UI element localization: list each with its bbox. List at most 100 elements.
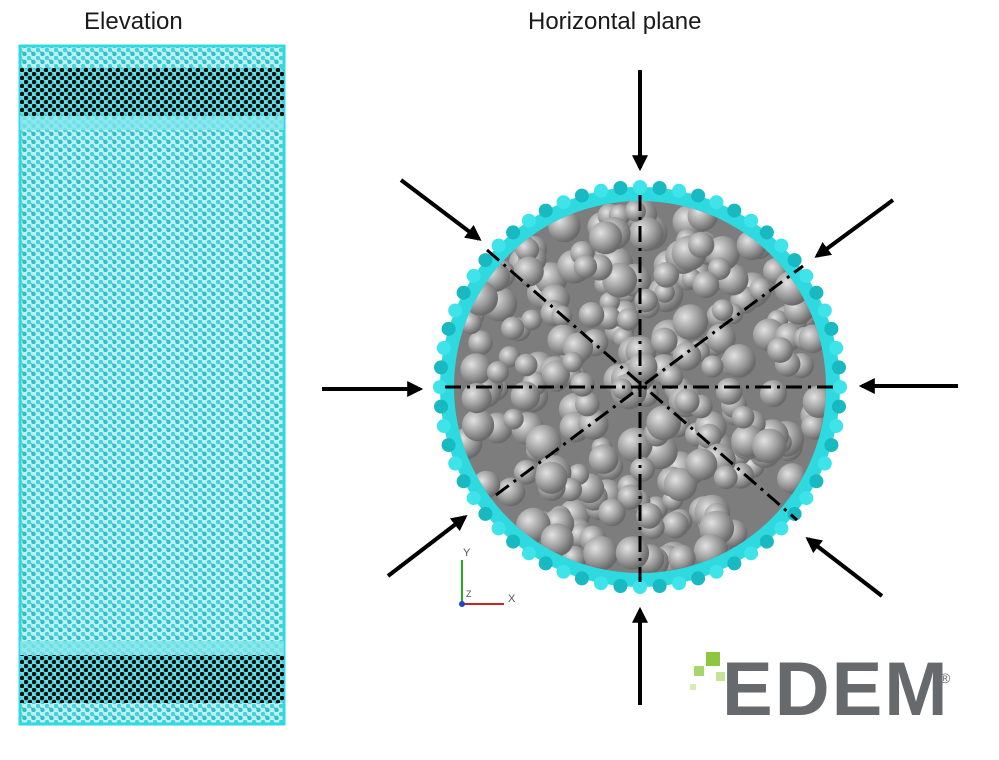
membrane-bead [824,438,839,453]
x-axis-label: X [508,593,516,605]
membrane-bead [709,564,724,579]
membrane-bead [466,491,481,506]
particle-sphere [625,201,646,222]
top-end-band [20,68,284,116]
membrane-bead [433,380,447,394]
membrane-bead [574,188,589,203]
membrane-bead [491,238,506,253]
membrane-bead [809,474,824,489]
particle-sphere [634,288,658,313]
particle-sphere [542,360,570,389]
particle-sphere [802,385,826,418]
particle-sphere [578,302,605,328]
particle-sphere [749,278,773,301]
membrane-bead [556,195,571,210]
particle-sphere [630,457,655,482]
membrane-bead [727,203,742,218]
particle-sphere [617,427,653,463]
z-axis-dot [459,601,465,607]
y-axis-label: Y [463,547,471,559]
particle-sphere [503,408,524,430]
particle-sphere [663,467,698,502]
membrane-bead [833,380,847,394]
membrane-bead [538,556,553,571]
particle-sphere [653,262,680,288]
particle-sphere [460,353,493,385]
z-axis-label: Z [466,589,472,599]
horizontal-section [433,180,847,594]
particle-sphere [752,428,787,464]
particle-sphere [722,344,756,378]
particle-sphere [513,256,544,287]
bottom-end-band [20,655,284,703]
membrane-bead [613,579,628,593]
particle-sphere [575,391,600,417]
particle-sphere [668,544,696,573]
membrane-bead [759,225,774,240]
particle-sphere [562,351,583,373]
edem-logo-mark [690,652,725,690]
membrane-bead [633,580,647,594]
membrane-bead [448,456,463,471]
membrane-bead [466,268,481,283]
elevation-specimen [18,44,286,726]
membrane-bead [727,556,742,571]
particle-sphere [685,448,718,481]
particle-sphere [767,337,794,363]
reference-lines [445,195,836,582]
particle-sphere [636,502,662,529]
membrane-bead [787,253,802,268]
membrane-bead [434,360,448,375]
membrane-bead [521,546,536,561]
membrane-bead [709,195,724,210]
horizontal-plane-title: Horizontal plane [528,8,702,35]
particle-sphere [510,381,540,411]
membrane-bead [817,456,832,471]
particles [454,201,826,573]
loading-arrows [322,70,958,705]
arrow-top-right [814,198,895,258]
membrane-bead [652,181,667,195]
membrane-bead [478,506,493,521]
particle-sphere [540,523,574,557]
membrane-bead [744,546,759,561]
membrane-bead [436,341,451,355]
membrane-bead [434,399,448,414]
membrane-mesh [20,46,284,724]
particle-sphere [692,271,720,299]
particle-sphere [486,361,509,384]
arrow-bottom-right [805,537,884,598]
particle-sphere [588,444,619,474]
axes-triad: Y X Z [459,547,516,607]
particle-sphere [654,282,675,303]
membrane-bead [594,183,608,198]
membrane-bead [691,571,706,586]
membrane-bead [448,303,463,318]
particle-sphere [498,346,521,368]
particle-sphere [713,465,738,490]
particle-sphere [521,309,542,331]
membrane-bead [521,213,536,228]
particle-sphere [570,372,595,397]
particle-sphere [589,221,623,255]
particle-sphere [711,299,734,321]
membrane-bead [829,341,844,355]
membrane-bead [574,571,589,586]
particle-sphere [514,353,538,377]
membrane-bead [672,183,686,198]
particle-sphere [629,216,664,252]
arrow-bottom-left [386,515,468,578]
particle-sphere [598,498,626,527]
particle-sphere [715,378,743,405]
membrane-bead [613,181,628,195]
membrane-bead [691,188,706,203]
membrane-bead [441,321,456,336]
membrane-bead [774,238,789,253]
membrane-bead [672,576,686,591]
particle-sphere [651,327,678,355]
membrane-bead [436,419,451,433]
membrane-bead [829,419,844,433]
membrane-bead [456,285,471,300]
membrane-bead [744,213,759,228]
